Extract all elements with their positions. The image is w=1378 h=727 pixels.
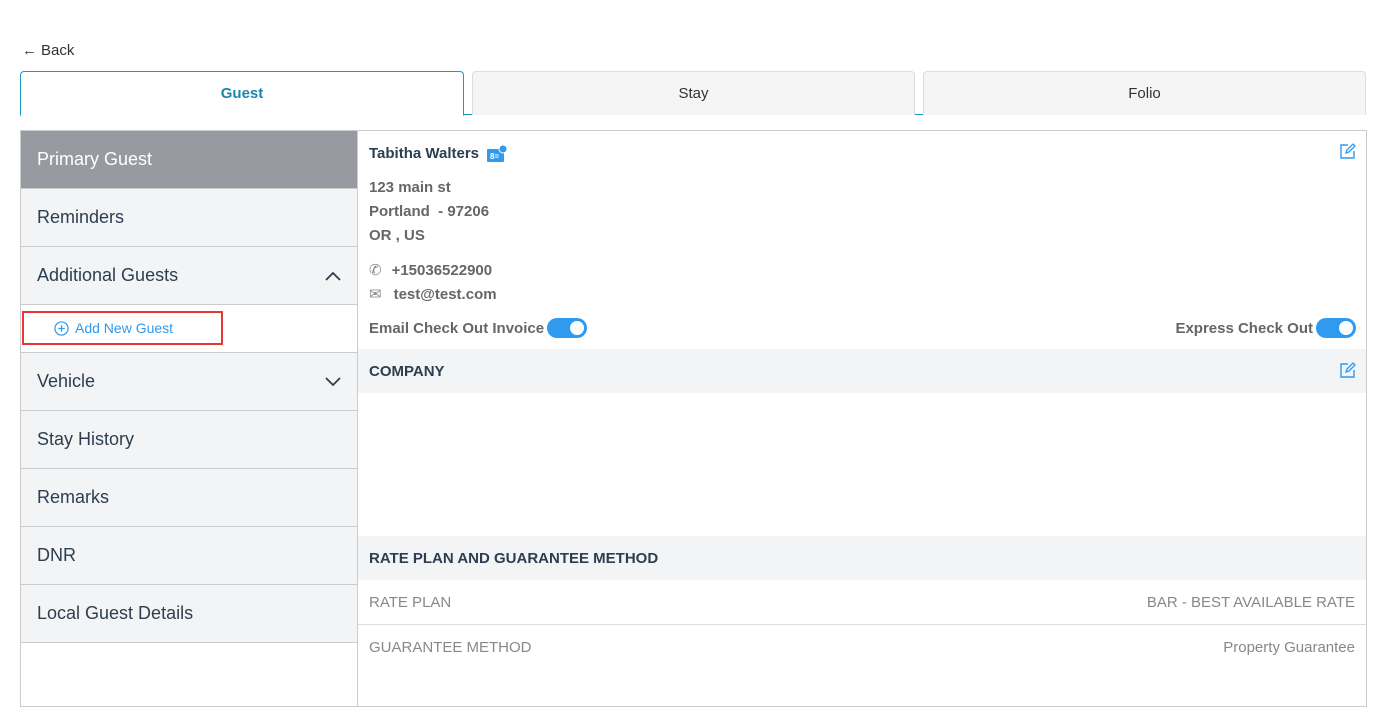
address-line-2: Portland - 97206 [369,203,490,220]
plus-circle-icon [54,320,69,336]
chevron-down-icon [325,376,341,386]
address-line-3: OR , US [369,227,425,244]
rate-plan-row: RATE PLAN BAR - BEST AVAILABLE RATE [358,580,1366,625]
sidebar-item-local-guest-details[interactable]: Local Guest Details [21,585,357,643]
tab-bar: Guest Stay Folio [20,71,1366,116]
email-checkout-toggle[interactable] [547,318,588,338]
rate-plan-section-header: RATE PLAN AND GUARANTEE METHOD [358,536,1366,580]
phone-icon: ✆ [369,262,382,279]
email-address: test@test.com [393,285,497,303]
chevron-up-icon [325,271,341,281]
tab-guest[interactable]: Guest [20,71,464,116]
sidebar-item-primary-guest[interactable]: Primary Guest [21,131,357,189]
envelope-icon: ✉ [369,286,382,303]
sidebar-item-dnr[interactable]: DNR [21,527,357,585]
back-button[interactable]: ← Back [22,42,75,59]
tab-stay[interactable]: Stay [472,71,915,115]
guarantee-method-row: GUARANTEE METHOD Property Guarantee [369,639,1355,656]
phone-number: +15036522900 [391,261,493,279]
id-card-icon[interactable]: 8= [487,145,508,162]
svg-text:8=: 8= [490,152,499,161]
sidebar-item-reminders[interactable]: Reminders [21,189,357,247]
guest-name: Tabitha Walters [369,145,480,162]
sidebar-item-stay-history[interactable]: Stay History [21,411,357,469]
edit-company-icon[interactable] [1339,362,1356,379]
add-new-guest-button[interactable]: Add New Guest [22,311,223,345]
address-line-1: 123 main st [369,179,451,196]
add-guest-row: Add New Guest [21,305,357,353]
guest-panel: Primary Guest Reminders Additional Guest… [20,130,1367,707]
sidebar-item-remarks[interactable]: Remarks [21,469,357,527]
edit-icon[interactable] [1339,143,1356,160]
sidebar: Primary Guest Reminders Additional Guest… [21,131,358,706]
sidebar-item-additional-guests[interactable]: Additional Guests [21,247,357,305]
arrow-left-icon: ← [22,42,37,59]
primary-guest-details: Tabitha Walters 8= 123 main st Portland -… [358,131,1366,706]
tab-folio[interactable]: Folio [923,71,1366,115]
express-checkout-toggle[interactable] [1316,318,1356,338]
sidebar-item-vehicle[interactable]: Vehicle [21,353,357,411]
company-section-header: COMPANY [358,349,1366,393]
